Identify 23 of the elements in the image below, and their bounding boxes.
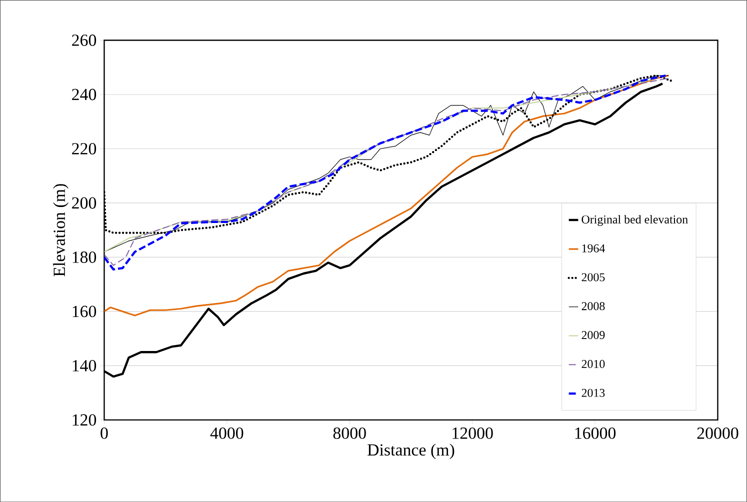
legend-label: 2009 — [582, 330, 605, 339]
legend-label: 2013 — [582, 388, 605, 397]
legend-label: 2008 — [582, 302, 605, 310]
y-tick-label: 220 — [72, 142, 96, 154]
x-tick-label: 20000 — [697, 427, 738, 439]
y-tick-label: 160 — [72, 306, 96, 318]
x-tick-label: 12000 — [452, 427, 493, 439]
y-tick-label: 240 — [72, 88, 96, 100]
y-tick-label: 180 — [72, 251, 96, 263]
y-tick-label: 200 — [72, 197, 96, 209]
y-tick-label: 120 — [72, 414, 96, 426]
x-tick-label: 0 — [100, 427, 108, 439]
legend-label: 1964 — [582, 244, 605, 252]
legend-label: Original bed elevation — [582, 215, 688, 226]
x-axis-title: Distance (m) — [368, 444, 454, 459]
legend-label: 2010 — [582, 360, 605, 368]
y-tick-label: 140 — [72, 360, 96, 372]
legend-label: 2005 — [582, 273, 605, 282]
x-tick-label: 8000 — [333, 427, 366, 439]
y-axis-title: Elevation (m) — [53, 184, 68, 276]
x-tick-label: 16000 — [575, 427, 616, 439]
x-tick-label: 4000 — [210, 427, 244, 439]
y-tick-label: 260 — [72, 34, 96, 46]
